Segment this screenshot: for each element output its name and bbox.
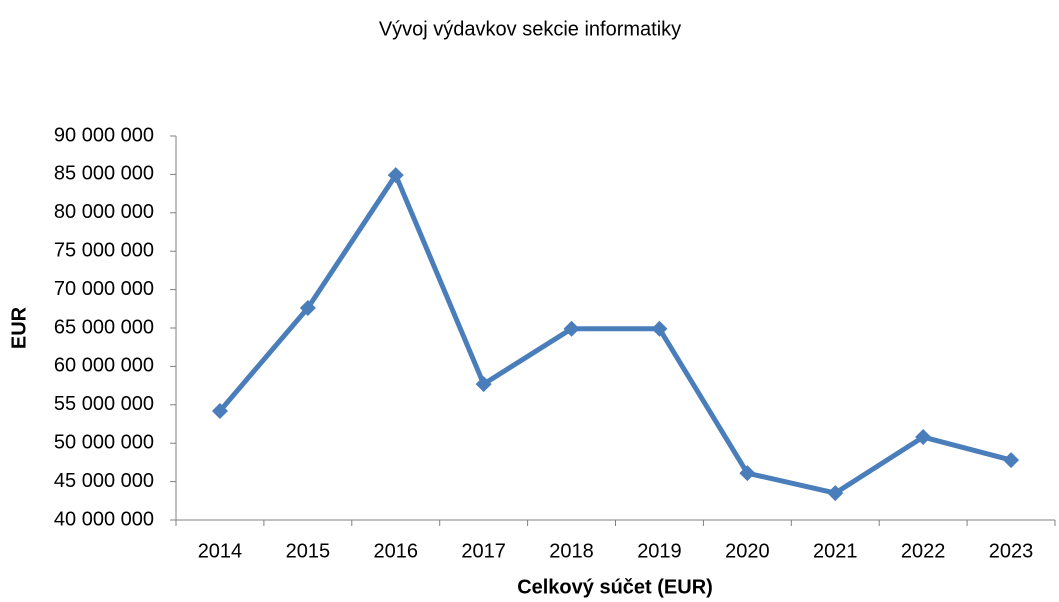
y-tick-label: 40 000 000 [54,508,154,530]
y-tick-label: 90 000 000 [54,124,154,146]
point-marker [475,376,492,393]
point-marker [211,402,228,419]
x-tick-label: 2021 [813,540,858,562]
x-tick-label: 2019 [637,540,682,562]
point-marker [387,167,404,184]
y-tick-label: 85 000 000 [54,163,154,185]
point-marker [299,300,316,317]
x-tick-label: 2017 [461,540,506,562]
y-axis-label: EUR [8,306,30,349]
y-tick-label: 50 000 000 [54,431,154,453]
point-marker [915,429,932,446]
point-marker [1003,452,1020,469]
y-tick-label: 60 000 000 [54,355,154,377]
chart-title: Vývoj výdavkov sekcie informatiky [379,18,681,40]
y-tick-label: 75 000 000 [54,239,154,261]
y-tick-label: 55 000 000 [54,393,154,415]
x-tick-label: 2018 [549,540,594,562]
point-marker [739,465,756,482]
y-tick-label: 70 000 000 [54,278,154,300]
x-tick-label: 2022 [901,540,946,562]
point-marker [827,485,844,502]
y-tick-label: 65 000 000 [54,316,154,338]
y-tick-label: 80 000 000 [54,201,154,223]
point-marker [651,320,668,337]
x-tick-label: 2023 [989,540,1034,562]
x-tick-label: 2015 [286,540,331,562]
x-axis-label: Celkový súčet (EUR) [517,576,713,598]
point-marker [563,320,580,337]
y-tick-label: 45 000 000 [54,470,154,492]
x-tick-label: 2016 [374,540,419,562]
x-tick-label: 2020 [725,540,770,562]
x-tick-label: 2014 [198,540,243,562]
series-line [218,172,1012,496]
